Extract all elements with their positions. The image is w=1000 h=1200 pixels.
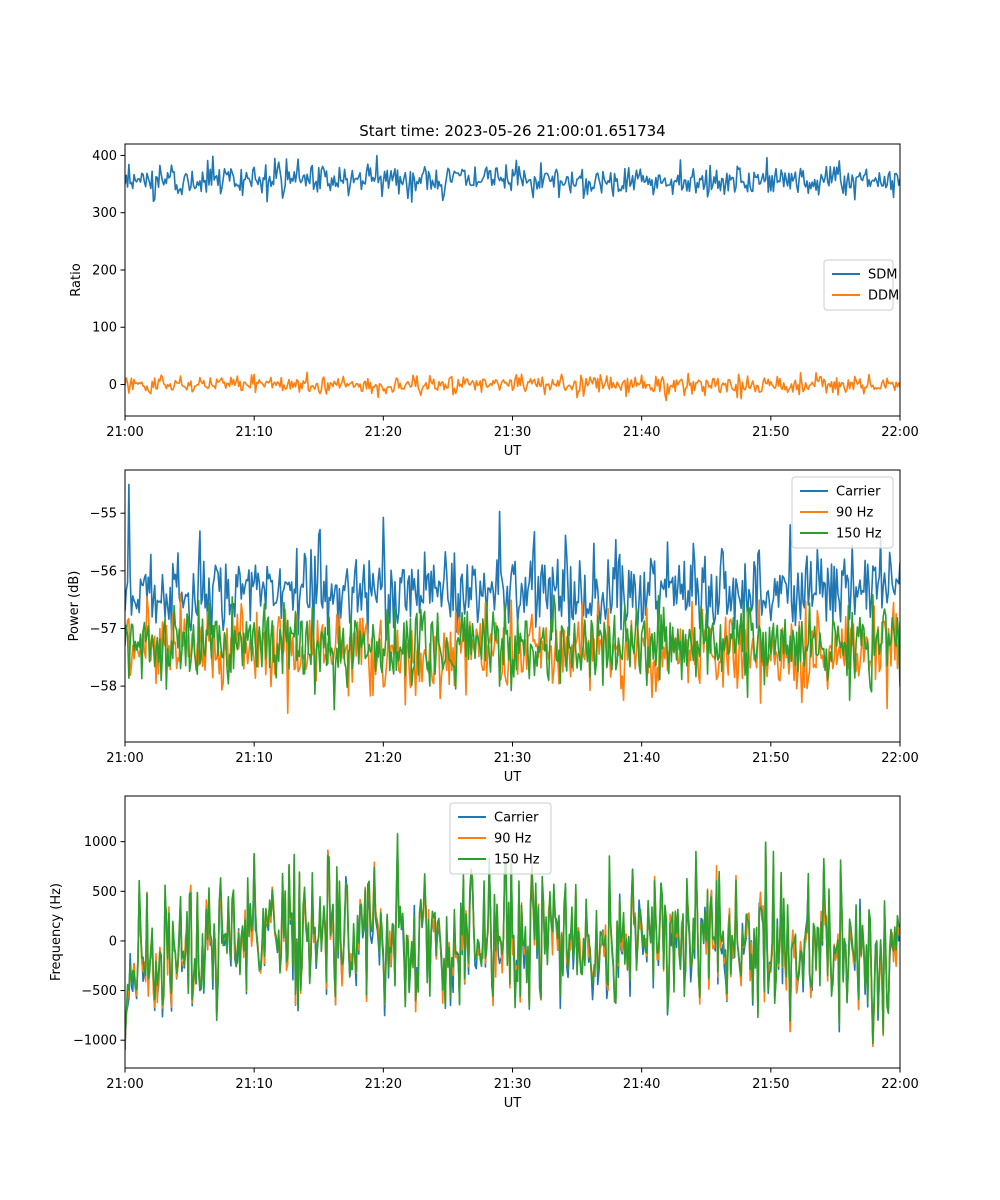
x-tick-label: 21:30 (494, 425, 531, 440)
x-tick-label: 21:50 (752, 425, 789, 440)
y-tick-label: −56 (90, 564, 117, 579)
x-axis-label: UT (504, 1096, 522, 1111)
x-tick-label: 22:00 (881, 425, 918, 440)
y-tick-label: 300 (92, 206, 117, 221)
legend-box (449, 802, 552, 875)
x-tick-label: 21:00 (106, 425, 143, 440)
x-tick-label: 21:40 (623, 1077, 660, 1092)
legend-box (791, 476, 894, 549)
y-tick-label: −500 (81, 984, 117, 999)
legend-label-150-hz: 150 Hz (494, 853, 540, 868)
series-line-150-hz (125, 594, 900, 711)
x-tick-label: 21:50 (752, 1077, 789, 1092)
y-tick-label: 200 (92, 263, 117, 278)
x-tick-label: 21:50 (752, 751, 789, 766)
legend: Carrier 90 Hz 150 Hz (791, 476, 894, 549)
x-tick-label: 21:20 (365, 1077, 402, 1092)
legend: SDM DDM (823, 259, 899, 311)
x-tick-label: 21:10 (235, 751, 272, 766)
y-tick-label: −57 (90, 622, 117, 637)
x-tick-label: 21:40 (623, 425, 660, 440)
x-tick-label: 22:00 (881, 751, 918, 766)
power-panel: 21:00 21:10 21:20 21:30 21:40 21:50 22:00 −55 −5… (67, 469, 919, 785)
legend-label-carrier: Carrier (836, 485, 881, 500)
x-tick-label: 22:00 (881, 1077, 918, 1092)
x-tick-label: 21:00 (106, 1077, 143, 1092)
y-tick-label: 0 (109, 934, 117, 949)
legend: Carrier 90 Hz 150 Hz (449, 802, 552, 875)
y-tick-label: 500 (92, 885, 117, 900)
frequency-panel: 21:00 21:10 21:20 21:30 21:40 21:50 22:00 −1000… (49, 795, 919, 1111)
y-axis-label: Ratio (69, 263, 84, 296)
y-tick-label: −1000 (73, 1034, 117, 1049)
y-tick-label: −58 (90, 680, 117, 695)
y-axis-label: Frequency (Hz) (49, 883, 64, 981)
series-line-carrier (125, 483, 900, 641)
legend-label-sdm: SDM (868, 268, 897, 283)
x-axis-label: UT (504, 770, 522, 785)
y-axis-label: Power (dB) (67, 571, 82, 642)
figure-title: Start time: 2023-05-26 21:00:01.651734 (359, 122, 665, 140)
x-tick-label: 21:20 (365, 751, 402, 766)
series-line-ddm (125, 371, 900, 402)
y-tick-label: 400 (92, 149, 117, 164)
x-tick-label: 21:10 (235, 1077, 272, 1092)
x-tick-label: 21:20 (365, 425, 402, 440)
x-tick-label: 21:30 (494, 751, 531, 766)
legend-label-90-hz: 90 Hz (836, 506, 873, 521)
x-tick-label: 21:10 (235, 425, 272, 440)
x-tick-label: 21:40 (623, 751, 660, 766)
legend-label-carrier: Carrier (494, 811, 539, 826)
x-tick-label: 21:30 (494, 1077, 531, 1092)
series-line-sdm (125, 154, 900, 203)
legend-label-90-hz: 90 Hz (494, 832, 531, 847)
legend-label-150-hz: 150 Hz (836, 527, 882, 542)
y-tick-label: 100 (92, 321, 117, 336)
ratio-panel: 21:00 21:10 21:20 21:30 21:40 21:50 22:00 0 100 2… (69, 143, 919, 459)
y-tick-label: −55 (90, 507, 117, 522)
x-axis-label: UT (504, 444, 522, 459)
series-line-150-hz (125, 833, 900, 1045)
x-tick-label: 21:00 (106, 751, 143, 766)
legend-box (823, 259, 894, 311)
legend-label-ddm: DDM (868, 289, 899, 304)
y-tick-label: 0 (109, 378, 117, 393)
y-tick-label: 1000 (84, 835, 117, 850)
